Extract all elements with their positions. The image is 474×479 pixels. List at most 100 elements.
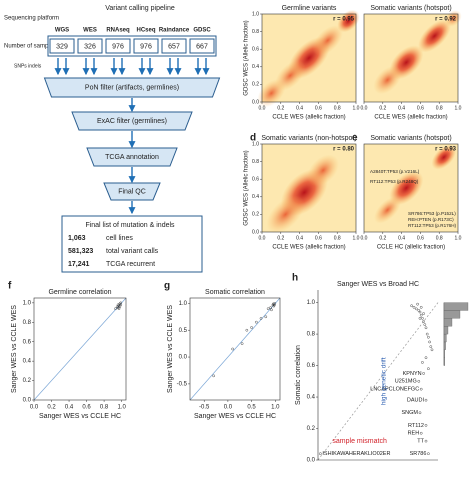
sample-box: [105, 38, 131, 54]
sample-count: 329: [56, 43, 68, 50]
filter-step: [103, 182, 161, 201]
final-title: Final list of mutation & indels: [85, 222, 175, 229]
x-tick-label: 0.5: [247, 405, 256, 411]
y-tick-label: 0.2: [252, 82, 259, 88]
x-tick-label: 1.0: [271, 405, 280, 411]
point: [264, 315, 268, 319]
y-axis-label: Sanger WES vs CCLE WES: [167, 305, 174, 393]
point: [417, 379, 421, 383]
panel-letter: f: [8, 281, 12, 292]
y-tick-label: 0.6: [252, 47, 259, 53]
point-label: DAUDI: [407, 398, 425, 404]
panel-letter: d: [250, 133, 256, 144]
x-tick-label: 0.8: [334, 105, 341, 111]
point-label: TT: [417, 439, 424, 445]
x-tick-label: 0.0: [361, 105, 368, 111]
point: [114, 307, 117, 310]
point: [116, 303, 120, 307]
density-panel: [364, 10, 462, 102]
y-tick-label: 1.0: [307, 300, 316, 306]
point: [410, 304, 413, 308]
y-tick-label: 0.8: [23, 320, 32, 326]
platform-name: GDSC: [193, 28, 211, 34]
x-tick-label: 0.6: [315, 235, 322, 241]
y-tick-label: 0.8: [252, 159, 259, 165]
hist-bar: [443, 341, 446, 350]
y-tick-label: -0.5: [177, 381, 188, 387]
y-tick-label: 0.0: [23, 398, 32, 404]
point: [424, 356, 428, 359]
step-label: Final QC: [118, 188, 146, 195]
x-tick-label: 0.4: [65, 405, 74, 411]
x-axis-label: CCLE WES (allelic fraction): [374, 115, 447, 121]
point: [424, 398, 428, 402]
x-tick-label: 0.0: [259, 105, 266, 111]
point: [424, 424, 428, 427]
x-tick-label: 1.0: [353, 105, 360, 111]
sample-count: 657: [168, 43, 180, 50]
hist-bar: [443, 302, 469, 311]
x-axis-label: Sanger WES vs CCLE HC: [194, 413, 276, 420]
annotation: RT112:TP53 (p.R176H): [408, 223, 457, 228]
point: [427, 367, 430, 371]
y-axis-label: Somatic correlation: [295, 345, 302, 405]
point: [212, 374, 215, 378]
point: [259, 317, 263, 320]
r-value: r = 0.92: [435, 17, 457, 23]
point-label: REH: [408, 431, 420, 437]
point: [421, 317, 424, 320]
density-blob: [312, 25, 344, 56]
point: [424, 439, 428, 443]
r-value: r = 0.95: [333, 17, 355, 23]
sample-count: 667: [196, 43, 208, 50]
panel-title: Sanger WES vs Broad HC: [337, 281, 419, 288]
filter-step: [43, 77, 221, 98]
x-tick-label: 0.6: [315, 105, 322, 111]
density-blob: [418, 19, 451, 53]
panel-frame: [363, 143, 459, 233]
sample-count: 326: [84, 43, 96, 50]
panel-title: Germline correlation: [48, 289, 111, 296]
platform-name: HCseq: [136, 28, 155, 34]
density-panel: [262, 144, 356, 234]
row-label: Number of samples: [4, 44, 56, 50]
point: [118, 305, 122, 309]
y-tick-label: 0.6: [23, 339, 32, 345]
final-box: [61, 215, 203, 273]
point-label: ISHIKAWAHERAKLIO02ER: [322, 451, 390, 457]
panel-letter: h: [292, 273, 298, 284]
y-tick-label: 0.5: [179, 328, 188, 334]
density-blob: [374, 196, 401, 224]
x-tick-label: 0.2: [47, 405, 56, 411]
diagonal: [189, 297, 281, 401]
row-label: Sequencing platform: [4, 16, 59, 22]
x-tick-label: 0.4: [296, 105, 303, 111]
point: [319, 452, 322, 456]
x-tick-label: 0.6: [82, 405, 91, 411]
y-tick-label: 0.2: [252, 212, 259, 218]
panel-title: Somatic variants (non-hotspot): [261, 135, 356, 142]
y-axis-label: Sanger WES vs CCLE WES: [11, 305, 18, 393]
filter-step: [86, 147, 178, 167]
density-blob: [274, 60, 306, 91]
point: [419, 313, 423, 317]
point: [421, 361, 424, 364]
point: [273, 303, 276, 307]
hist-bar: [443, 318, 453, 327]
point: [412, 306, 416, 309]
final-label: total variant calls: [106, 248, 159, 255]
density-blob: [431, 144, 457, 170]
y-tick-label: 0.2: [307, 426, 316, 432]
sample-box: [77, 38, 103, 54]
x-tick-label: 0.8: [100, 405, 109, 411]
platform-name: WGS: [55, 28, 69, 34]
y-tick-label: 0.0: [179, 355, 188, 361]
diagonal: [317, 302, 439, 461]
density-blob: [337, 9, 360, 33]
x-tick-label: 0.2: [379, 235, 386, 241]
point: [429, 345, 433, 348]
x-tick-label: -0.5: [199, 405, 210, 411]
point: [419, 306, 423, 309]
panel-title: Somatic variants (hotspot): [370, 5, 451, 12]
